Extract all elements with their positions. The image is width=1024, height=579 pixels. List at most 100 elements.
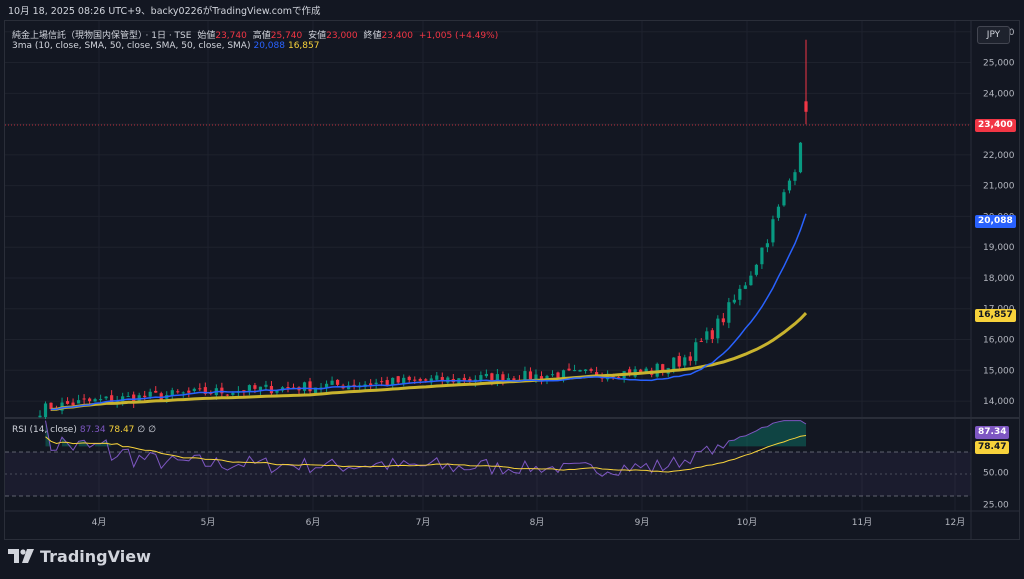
candle-body <box>374 382 378 384</box>
rsi-tag: 87.34 <box>975 426 1010 439</box>
candle-body <box>396 376 400 383</box>
low-value: 23,000 <box>326 31 358 41</box>
candle-body <box>402 377 406 385</box>
chart-caption: 10月 18, 2025 08:26 UTC+9、backy0226がTradi… <box>8 6 321 17</box>
rsi-ma-value: 78.47 <box>108 425 135 435</box>
candle-body <box>313 387 318 393</box>
candle-body <box>556 372 560 379</box>
candle-body <box>677 356 681 367</box>
candle-body <box>38 415 42 418</box>
rsi-value: 87.34 <box>79 425 106 435</box>
ma-label: 3ma (10, close, SMA, 50, close, SMA, 50,… <box>12 41 251 51</box>
close-value: 23,400 <box>381 31 414 41</box>
ma-legend[interactable]: 3ma (10, close, SMA, 50, close, SMA, 50,… <box>12 41 322 51</box>
currency-button[interactable]: JPY <box>977 26 1010 44</box>
time-tick-label: 9月 <box>635 517 650 528</box>
candle-body <box>198 388 202 390</box>
candle-body <box>380 381 384 383</box>
last-price-tag: 23,400 <box>975 119 1016 132</box>
candle-body <box>121 396 125 402</box>
candle-body <box>639 369 643 372</box>
price-tick-label: 19,000 <box>983 243 1015 253</box>
candle-body <box>479 375 483 382</box>
time-tick-label: 4月 <box>92 517 107 528</box>
symbol-name: 純金上場信託（現物国内保管型） <box>12 31 143 41</box>
candle-body <box>572 370 577 372</box>
candle-body <box>539 376 544 380</box>
candle-body <box>495 374 499 383</box>
candle-body <box>578 369 582 372</box>
candle-body <box>683 357 687 366</box>
candle-body <box>550 374 555 376</box>
change-value: +1,005 (+4.49%) <box>418 31 499 41</box>
rsi-ma-line <box>45 435 807 473</box>
candle-body <box>247 385 252 391</box>
rsi-overbought-fill <box>728 420 806 447</box>
candle-body <box>76 400 81 404</box>
tradingview-brand[interactable]: TradingView <box>8 545 151 567</box>
candle-body <box>716 318 720 339</box>
candle-body <box>49 402 53 410</box>
open-label: 始値 <box>197 31 216 41</box>
candle-body <box>534 374 538 380</box>
candle-body <box>721 318 725 323</box>
candle-body <box>269 386 274 394</box>
rsi-legend[interactable]: RSI (14, close) 87.34 78.47 ∅ ∅ <box>12 425 159 435</box>
eye-icon[interactable]: ∅ <box>137 425 146 435</box>
candle-body <box>429 378 433 383</box>
candle-body <box>567 368 571 371</box>
candle-body <box>65 401 70 404</box>
time-tick-label: 7月 <box>416 517 431 528</box>
ma-fast-value: 20,088 <box>253 41 285 51</box>
candle-body <box>181 392 185 394</box>
candle-body <box>749 275 753 286</box>
candle-body <box>512 378 516 381</box>
price-tick-label: 22,000 <box>983 151 1015 161</box>
candle-body <box>347 385 351 390</box>
candle-body <box>583 369 588 372</box>
candle-body <box>440 377 444 382</box>
open-value: 23,740 <box>215 31 247 41</box>
candle-body <box>793 172 797 181</box>
candle-body <box>319 387 323 389</box>
rsi-line <box>45 420 807 477</box>
candle-body <box>754 264 759 275</box>
candle-body <box>154 390 158 393</box>
time-tick-label: 5月 <box>201 517 216 528</box>
candle-body <box>727 302 731 323</box>
candle-body <box>418 378 422 381</box>
candle-body <box>225 394 229 396</box>
candle-body <box>672 357 676 370</box>
candle-body <box>220 387 224 394</box>
candle-body <box>655 363 659 377</box>
candle-body <box>71 402 75 406</box>
candle-body <box>699 340 703 342</box>
candle-body <box>324 383 329 388</box>
candle-body <box>776 206 781 218</box>
candle-body <box>110 395 114 403</box>
tradingview-logo-icon <box>8 549 34 563</box>
symbol-legend[interactable]: 純金上場信託（現物国内保管型） · 1日 · TSE 始値23,740 高値25,… <box>12 28 501 41</box>
candle-body <box>787 180 792 191</box>
candle-body <box>82 398 86 400</box>
settings-icon[interactable]: ∅ <box>148 425 157 435</box>
candle-body <box>705 331 709 340</box>
candle-body <box>43 403 48 418</box>
candle-body <box>804 101 808 112</box>
candle-body <box>661 364 665 373</box>
candle-body <box>561 370 566 381</box>
price-tick-label: 18,000 <box>983 274 1015 284</box>
candle-body <box>87 398 92 402</box>
candle-body <box>391 377 395 385</box>
candle-body <box>93 399 97 402</box>
candle-body <box>710 330 714 339</box>
candle-body <box>644 368 648 373</box>
rsi-tick-label: 50.00 <box>983 468 1009 478</box>
candle-body <box>782 192 786 206</box>
candle-body <box>253 385 257 389</box>
high-label: 高値 <box>252 31 271 41</box>
candle-body <box>203 387 207 394</box>
candle-body <box>330 380 334 385</box>
time-tick-label: 12月 <box>945 517 965 528</box>
